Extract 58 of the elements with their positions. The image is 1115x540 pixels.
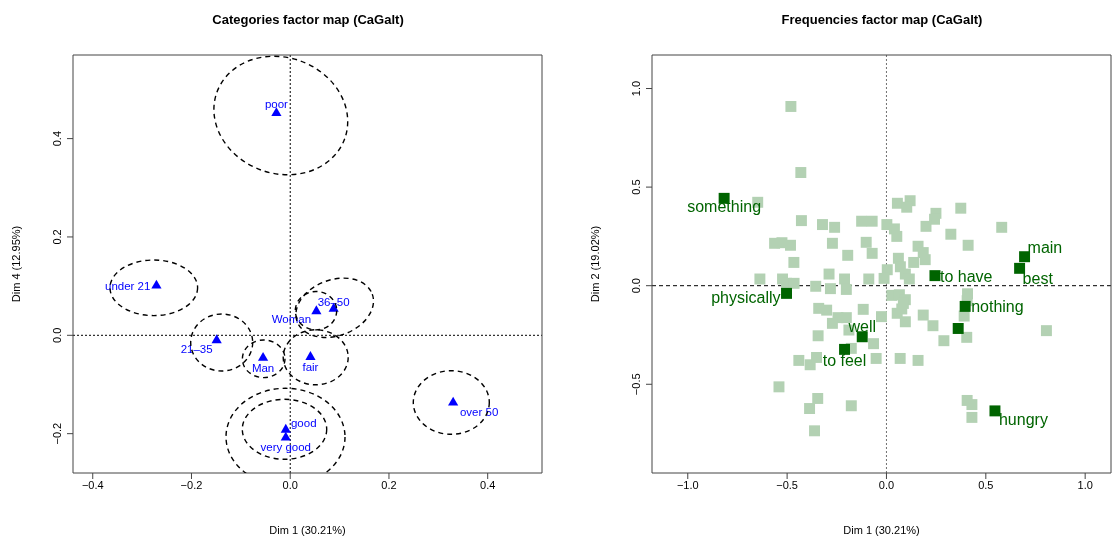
annotation: good <box>290 416 317 429</box>
annotation: 36–50 <box>317 295 350 308</box>
annotation: well <box>847 317 877 335</box>
chart-title: Categories factor map (CaGalt) <box>211 12 405 27</box>
point <box>151 279 162 289</box>
y-axis-title: Dim 4 (12.95%) <box>9 225 22 303</box>
y-tick-label: 0.5 <box>630 179 642 195</box>
annotation: Man <box>251 361 275 374</box>
y-axis-title: Dim 2 (19.02%) <box>588 225 601 303</box>
x-tick-label: 0.5 <box>978 478 994 491</box>
annotation: to have <box>939 267 993 285</box>
annotation: 21–35 <box>180 343 213 356</box>
x-axis-title: Dim 1 (30.21%) <box>843 524 920 536</box>
chart-title: Frequencies factor map (CaGalt) <box>780 12 984 27</box>
y-tick-label: −0.2 <box>51 422 63 445</box>
annotation: fair <box>302 360 319 373</box>
x-axis-title: Dim 1 (30.21%) <box>269 524 346 536</box>
point <box>856 331 868 343</box>
y-tick-label: 0.4 <box>51 130 63 147</box>
x-tick-label: 0.2 <box>381 478 397 491</box>
x-tick-label: −0.5 <box>776 478 798 491</box>
annotation: hungry <box>998 410 1048 428</box>
x-tick-label: 1.0 <box>1077 478 1093 491</box>
point <box>280 431 291 441</box>
point <box>448 396 459 406</box>
y-tick-label: 0.2 <box>51 229 63 245</box>
annotation: under 21 <box>105 279 151 292</box>
point <box>952 323 964 334</box>
y-tick-label: 1.0 <box>630 80 642 97</box>
annotation: something <box>687 198 762 216</box>
annotation: main <box>1027 238 1063 256</box>
x-tick-label: 0.0 <box>878 478 895 491</box>
x-tick-label: −1.0 <box>676 478 699 491</box>
y-tick-label: 0.0 <box>630 278 642 294</box>
annotation: very good <box>260 440 312 453</box>
point <box>959 300 971 312</box>
y-tick-label: 0.0 <box>51 327 63 343</box>
annotation: Woman <box>271 313 312 326</box>
point <box>839 343 851 355</box>
point <box>929 270 941 282</box>
point <box>280 423 291 433</box>
x-tick-label: −0.2 <box>180 478 203 491</box>
annotation: poor <box>264 98 289 111</box>
point <box>211 334 222 344</box>
x-tick-label: 0.0 <box>282 478 298 491</box>
x-tick-label: −0.4 <box>81 478 104 491</box>
x-tick-label: 0.4 <box>480 478 496 491</box>
point <box>305 351 316 360</box>
annotation: nothing <box>971 298 1024 316</box>
annotation: physically <box>711 289 781 307</box>
point <box>1014 262 1026 274</box>
annotation: to feel <box>822 352 867 370</box>
point <box>1019 251 1031 263</box>
annotation: best <box>1022 270 1054 288</box>
y-tick-label: −0.5 <box>630 373 642 396</box>
point <box>781 287 792 299</box>
point <box>989 405 1001 417</box>
annotation: over 50 <box>459 405 499 418</box>
